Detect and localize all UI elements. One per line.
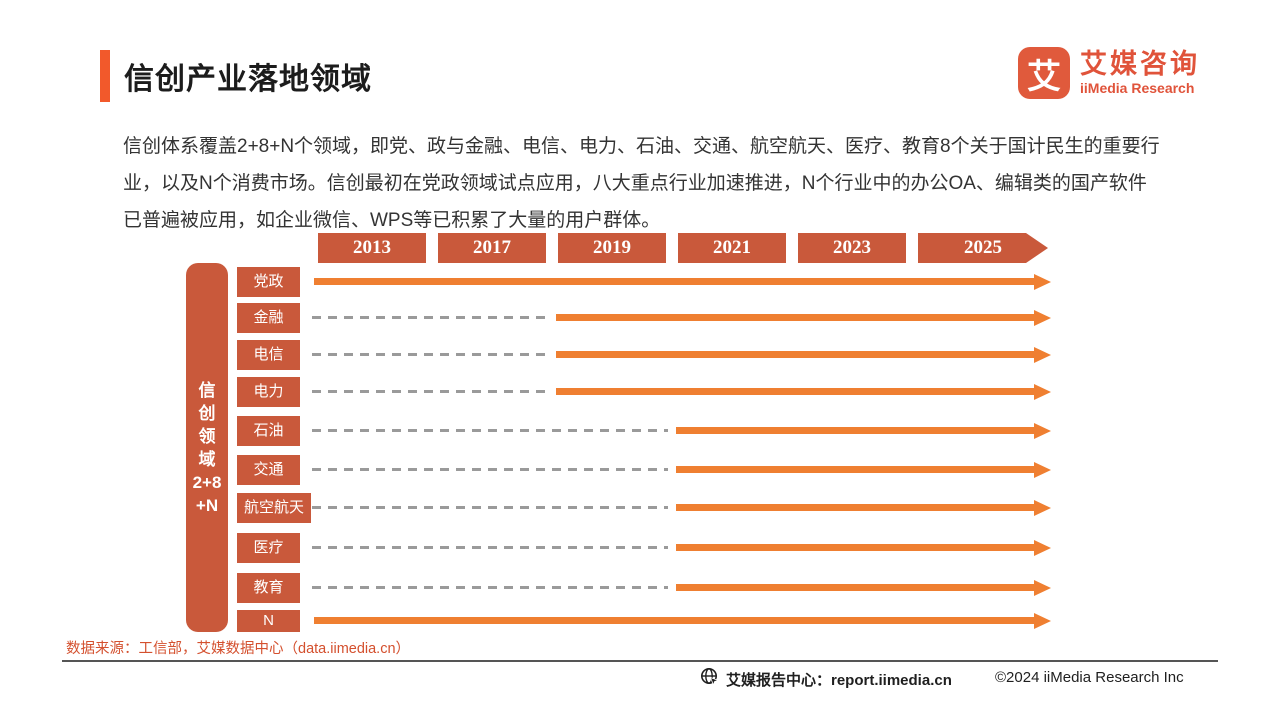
timeline-arrowhead-电信: [1034, 347, 1051, 363]
footer-copyright: ©2024 iiMedia Research Inc: [995, 669, 1184, 686]
timeline-bar-石油: [676, 427, 1034, 434]
timeline-bar-党政: [314, 278, 1034, 285]
axis-group-label-line: +N: [195, 495, 219, 515]
timeline-dash-交通: [312, 468, 668, 471]
axis-group-label-line: 信: [198, 380, 216, 400]
category-box-航空航天: 航空航天: [237, 493, 311, 523]
timeline-dash-航空航天: [312, 506, 668, 509]
timeline-bar-电信: [556, 351, 1034, 358]
category-box-电力: 电力: [237, 377, 300, 407]
timeline-bar-医疗: [676, 544, 1034, 551]
timeline-arrowhead-医疗: [1034, 540, 1051, 556]
timeline-arrowhead-党政: [1034, 274, 1051, 290]
category-box-交通: 交通: [237, 455, 300, 485]
category-box-石油: 石油: [237, 416, 300, 446]
timeline-bar-金融: [556, 314, 1034, 321]
timeline-dash-电力: [312, 390, 548, 393]
timeline-bar-电力: [556, 388, 1034, 395]
category-box-党政: 党政: [237, 267, 300, 297]
axis-group-label-line: 创: [198, 403, 216, 423]
year-label-2025: 2025: [918, 233, 1048, 263]
category-box-金融: 金融: [237, 303, 300, 333]
category-box-教育: 教育: [237, 573, 300, 603]
iimedia-logo-en: iiMedia Research: [1080, 80, 1195, 96]
axis-group-label-line: 2+8: [192, 472, 222, 492]
category-box-N: N: [237, 610, 300, 632]
globe-icon: [701, 668, 720, 687]
timeline-bar-航空航天: [676, 504, 1034, 511]
year-label-2023: 2023: [798, 233, 906, 263]
timeline-arrowhead-金融: [1034, 310, 1051, 326]
footer-divider: [62, 660, 1218, 662]
year-label-2013: 2013: [318, 233, 426, 263]
category-box-医疗: 医疗: [237, 533, 300, 563]
data-source-note: 数据来源：工信部，艾媒数据中心（data.iimedia.cn）: [66, 641, 411, 657]
title-accent-bar: [100, 50, 110, 102]
year-label-2019: 2019: [558, 233, 666, 263]
timeline-dash-医疗: [312, 546, 668, 549]
timeline-bar-教育: [676, 584, 1034, 591]
axis-group-label-line: 领: [198, 426, 216, 446]
timeline-dash-教育: [312, 586, 668, 589]
iimedia-logo-mark-icon: 艾: [1018, 47, 1070, 99]
iimedia-logo: 艾 艾媒咨询 iiMedia Research: [1018, 47, 1200, 99]
axis-group-label-line: 域: [198, 449, 216, 469]
category-box-电信: 电信: [237, 340, 300, 370]
footer-report-center: 艾媒报告中心：report.iimedia.cn: [726, 672, 952, 689]
iimedia-logo-text: 艾媒咨询 iiMedia Research: [1080, 49, 1200, 96]
year-label-2021: 2021: [678, 233, 786, 263]
timeline-arrowhead-交通: [1034, 462, 1051, 478]
timeline-arrowhead-教育: [1034, 580, 1051, 596]
timeline-bar-N: [314, 617, 1034, 624]
timeline-arrowhead-石油: [1034, 423, 1051, 439]
timeline-arrowhead-N: [1034, 613, 1051, 629]
timeline-dash-电信: [312, 353, 548, 356]
timeline-dash-金融: [312, 316, 548, 319]
timeline-bar-交通: [676, 466, 1034, 473]
iimedia-logo-cn: 艾媒咨询: [1080, 49, 1200, 79]
year-label-2017: 2017: [438, 233, 546, 263]
page-title: 信创产业落地领域: [124, 63, 372, 96]
intro-paragraph: 信创体系覆盖2+8+N个领域，即党、政与金融、电信、电力、石油、交通、航空航天、…: [123, 136, 1160, 231]
timeline-dash-石油: [312, 429, 668, 432]
timeline-arrowhead-航空航天: [1034, 500, 1051, 516]
timeline-arrowhead-电力: [1034, 384, 1051, 400]
axis-group-label: 信创领域 2+8 +N: [186, 263, 228, 632]
